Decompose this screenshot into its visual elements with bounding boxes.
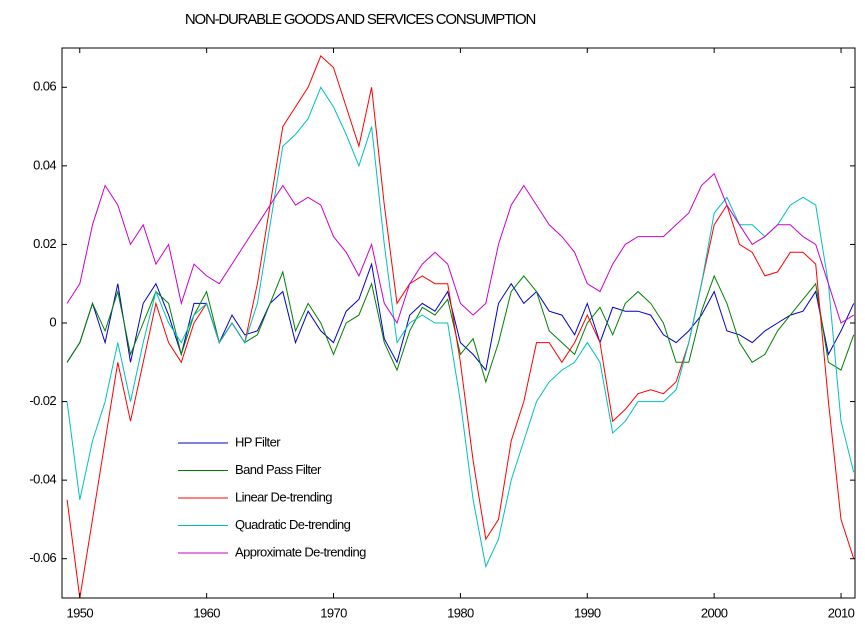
y-tick-label: -0.02 (29, 393, 56, 408)
x-tick-label: 1980 (447, 605, 474, 620)
x-tick-label: 1990 (574, 605, 601, 620)
y-tick-label: 0.06 (33, 79, 56, 94)
y-tick-label: 0 (49, 314, 56, 329)
y-tick-label: -0.06 (29, 550, 56, 565)
chart-title: NON-DURABLE GOODS AND SERVICES CONSUMPTI… (185, 11, 536, 28)
y-tick-label: 0.04 (33, 157, 56, 172)
series-line (66, 270, 855, 384)
x-tick-label: 1970 (320, 605, 347, 620)
y-tick-label: -0.04 (29, 472, 56, 487)
x-tick-label: 2010 (828, 605, 855, 620)
legend-label: Quadratic De-trending (235, 517, 351, 532)
x-tick-label: 1950 (66, 605, 93, 620)
legend-label: Band Pass Filter (235, 462, 322, 477)
x-tick-label: 2000 (701, 605, 728, 620)
plot-frame (61, 47, 856, 599)
series-line (66, 172, 854, 325)
legend-label: Linear De-trending (235, 489, 332, 504)
series-lines (66, 55, 855, 598)
legend-label: HP Filter (235, 434, 281, 449)
legend-label: Approximate De-trending (235, 544, 366, 559)
series-line (66, 86, 855, 569)
series-line (66, 262, 855, 372)
x-tick-label: 1960 (193, 605, 220, 620)
series-line (66, 55, 855, 598)
y-tick-label: 0.02 (33, 236, 56, 251)
